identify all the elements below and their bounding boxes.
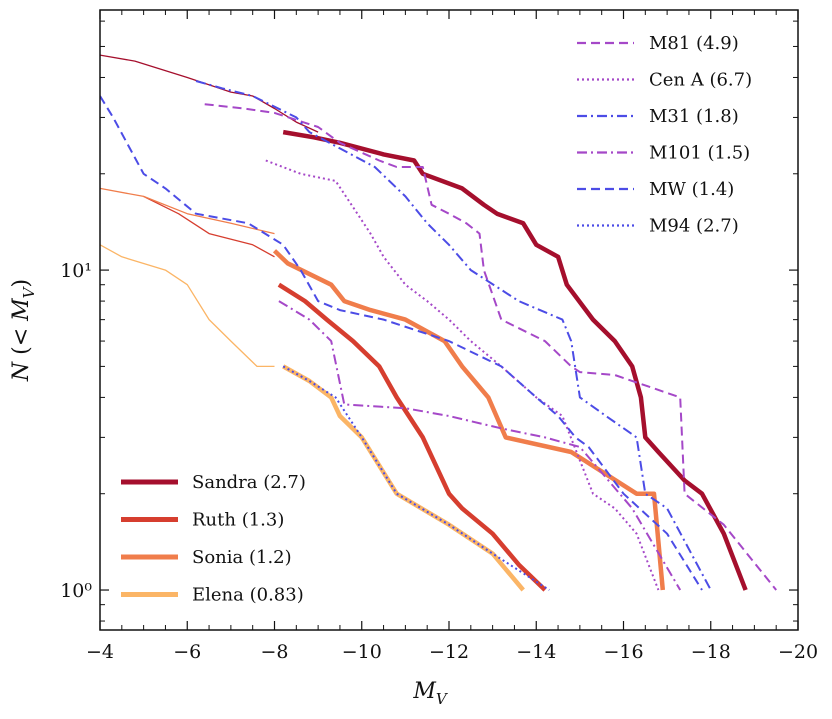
x-tick-label: −6 xyxy=(173,641,201,663)
y-tick-label: 10¹ xyxy=(60,260,92,282)
legend-label-m101-1-5: M101 (1.5) xyxy=(649,143,750,164)
series-layer xyxy=(100,54,777,592)
series-line-cen-a-6-7 xyxy=(265,159,660,591)
series-line-m31-1-8 xyxy=(195,80,712,591)
series-line-m94-2-7 xyxy=(282,365,550,591)
legend-top-right: M81 (4.9) Cen A (6.7) M31 (1.8) M101 (1.5) M… xyxy=(577,33,752,237)
x-tick-label: −18 xyxy=(691,641,731,663)
x-axis-label: MV xyxy=(412,679,449,708)
series-line-ruth-1-3 xyxy=(277,282,547,592)
legend-label-cen-a-6-7: Cen A (6.7) xyxy=(649,70,752,91)
y-tick-label: 10⁰ xyxy=(60,580,92,602)
plot-area-background xyxy=(100,10,798,630)
y-axis-label: N (< MV) xyxy=(9,279,38,382)
series-line-m81-4-9 xyxy=(204,103,777,591)
x-tick-label: −10 xyxy=(342,641,382,663)
x-tick-label: −4 xyxy=(86,641,114,663)
legend-label-m31-1-8: M31 (1.8) xyxy=(649,106,739,127)
legend-label-m94-2-7: M94 (2.7) xyxy=(649,216,739,237)
legend-label-mw-1-4: MW (1.4) xyxy=(649,179,734,200)
x-tick-label: −14 xyxy=(516,641,556,663)
legend-label-elena-0-83: Elena (0.83) xyxy=(192,585,304,606)
legend-label-sandra-2-7: Sandra (2.7) xyxy=(192,472,306,493)
series-line-sonia-1-2 xyxy=(272,249,666,591)
legend-label-m81-4-9: M81 (4.9) xyxy=(649,33,739,54)
x-tick-label: −8 xyxy=(260,641,288,663)
x-tick-label: −20 xyxy=(778,641,818,663)
series-line-elena-0-83-faint xyxy=(100,244,275,368)
plot-frame xyxy=(99,9,799,631)
legend-label-ruth-1-3: Ruth (1.3) xyxy=(192,510,284,531)
x-tick-label: −16 xyxy=(603,641,643,663)
series-line-sonia-1-2-faint xyxy=(100,187,275,235)
series-line-ruth-1-3-faint xyxy=(143,195,275,258)
series-line-sandra-2-7 xyxy=(282,129,748,591)
tick-labels-layer: −4 −6 −8 −10 −12 −14 −16 −18 −20 10⁰ 10¹ xyxy=(60,260,818,663)
legend-label-sonia-1-2: Sonia (1.2) xyxy=(192,547,292,568)
x-tick-label: −12 xyxy=(429,641,469,663)
legend-bottom-left: Sandra (2.7) Ruth (1.3) Sonia (1.2) Elena (… xyxy=(121,472,306,606)
